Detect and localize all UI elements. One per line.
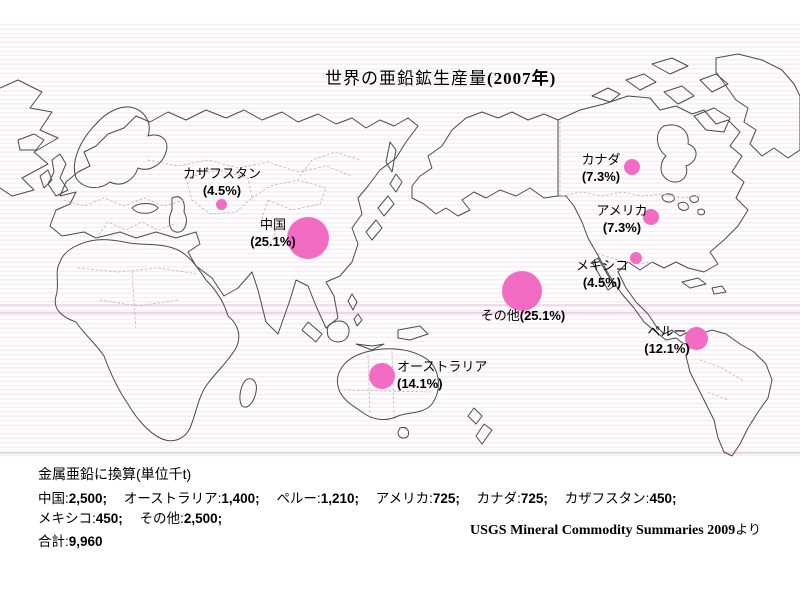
accent-stripe (0, 452, 800, 454)
coast-alaska (411, 111, 559, 217)
coast-hudson-bay (657, 124, 697, 183)
coast-baja-california (591, 257, 615, 291)
border-africa-oceania (77, 267, 431, 417)
label-australia: オーストラリア (14.1%) (397, 359, 487, 393)
bubble-china (287, 217, 329, 259)
coast-eurasia (49, 109, 419, 335)
value-entry-canada: カナダ:725; (477, 487, 548, 507)
entry-label: カザフスタン: (564, 491, 650, 506)
bubble-peru (685, 327, 708, 350)
country-name: 中国 (259, 217, 286, 232)
coast-caribbean (681, 277, 727, 295)
bubble-others (502, 271, 542, 311)
title-main: 世界の亜鉛鉱生産量 (325, 69, 487, 88)
country-name: アメリカ (596, 203, 648, 218)
coast-madagascar (239, 378, 257, 408)
country-name: ペルー (647, 324, 687, 339)
total-label: 合計: (38, 534, 69, 549)
source-name: USGS Mineral Commodity Summaries 2009 (470, 523, 736, 538)
label-peru: ペルー (12.1%) (644, 324, 690, 358)
country-name: その他 (480, 308, 520, 323)
country-percent: (25.1%) (250, 233, 296, 249)
coast-australia (337, 348, 439, 420)
country-percent: (7.3%) (602, 219, 642, 235)
entry-value: 2,500; (68, 491, 108, 506)
country-name: カナダ (581, 152, 621, 167)
bubble-australia (369, 363, 395, 389)
total-line: 合計:9,960 (38, 530, 778, 550)
label-china: 中国 (25.1%) (250, 217, 296, 251)
country-borders (63, 121, 743, 417)
border-americas (559, 121, 743, 401)
values-line: 中国:2,500; オーストラリア:1,400; ペルー:1,210; アメリカ… (38, 487, 778, 527)
total-value: 9,960 (68, 534, 103, 549)
entry-value: 450; (649, 491, 677, 506)
country-percent: (14.1%) (397, 375, 443, 391)
bubble-mexico (630, 252, 642, 264)
country-percent: (4.5%) (582, 274, 622, 290)
label-mexico: メキシコ (4.5%) (576, 258, 628, 292)
background-stripes (0, 24, 800, 456)
value-entry-others: その他:2,500; (140, 507, 223, 527)
country-percent: (12.1%) (644, 340, 690, 356)
coast-indonesia-philippines (301, 293, 429, 351)
title-year: (2007年) (487, 69, 557, 88)
label-canada: カナダ (7.3%) (581, 152, 620, 186)
coastlines (0, 53, 800, 457)
footer-data-block: 金属亜鉛に換算(単位千t) 中国:2,500; オーストラリア:1,400; ペ… (38, 464, 778, 550)
coast-north-america (557, 95, 749, 345)
value-entry-peru: ペルー:1,210; (276, 487, 359, 507)
conversion-note: 金属亜鉛に換算(単位千t) (38, 466, 192, 482)
entry-value: 725; (520, 491, 548, 506)
bubble-canada (624, 159, 640, 175)
entry-label: カナダ: (476, 491, 521, 506)
bubble-kazakhstan (216, 199, 227, 210)
accent-stripe (0, 312, 800, 314)
coast-greenland-right (715, 53, 800, 159)
entry-label: アメリカ: (375, 491, 433, 506)
label-kazakhstan: カザフスタン (4.5%) (183, 166, 261, 200)
entry-value: 725; (432, 491, 460, 506)
accent-stripe (0, 304, 800, 306)
entry-value: 1,400; (221, 491, 260, 506)
value-entry-usa: アメリカ:725; (376, 487, 460, 507)
label-usa: アメリカ (7.3%) (596, 203, 647, 237)
value-entry-china: 中国:2,500; (38, 487, 107, 507)
country-percent: (25.1%) (519, 308, 566, 323)
coast-great-lakes (661, 193, 705, 216)
entry-label: その他: (139, 511, 184, 526)
coast-africa (54, 239, 240, 442)
country-percent: (7.3%) (581, 168, 621, 184)
coast-black-caspian-sea (131, 196, 187, 233)
country-percent: (4.5%) (202, 182, 242, 198)
entry-value: 450; (95, 511, 123, 526)
entry-label: オーストラリア: (123, 491, 222, 506)
border-eurasia (63, 151, 361, 249)
country-name: メキシコ (575, 258, 629, 273)
country-name: オーストラリア (397, 359, 488, 374)
entry-label: ペルー: (276, 491, 321, 506)
page-title: 世界の亜鉛鉱生産量(2007年) (325, 64, 556, 89)
value-entry-australia: オーストラリア:1,400; (124, 487, 260, 507)
country-name: カザフスタン (182, 166, 262, 181)
coast-japan-sakhalin (365, 141, 403, 241)
source-suffix: より (735, 522, 761, 537)
coast-greenland-left (0, 79, 59, 197)
entry-label: メキシコ: (38, 511, 96, 526)
entry-label: 中国: (38, 491, 69, 506)
label-others: その他(25.1%) (481, 308, 566, 325)
coast-south-america (685, 329, 773, 457)
coast-tasmania-newzealand (397, 407, 493, 445)
entry-value: 1,210; (320, 491, 359, 506)
value-entry-mexico: メキシコ:450; (38, 507, 123, 527)
coast-scandinavia (74, 106, 168, 188)
coast-canadian-arctic-islands (591, 57, 731, 133)
value-entry-kazakhstan: カザフスタン:450; (565, 487, 677, 507)
coast-iceland-uk-ireland (17, 133, 69, 197)
source-line: USGS Mineral Commodity Summaries 2009より (470, 519, 761, 539)
entry-value: 2,500; (183, 511, 223, 526)
bubble-usa (643, 209, 659, 225)
